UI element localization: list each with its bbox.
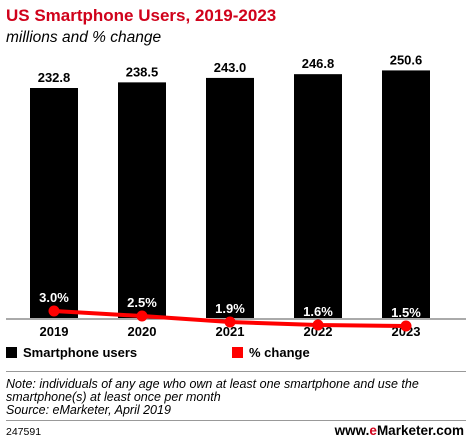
bar-value-label: 246.8 bbox=[302, 56, 335, 71]
footer-divider bbox=[6, 420, 466, 421]
bar bbox=[118, 82, 166, 318]
legend-item-smartphone-users: Smartphone users bbox=[6, 345, 137, 360]
bar-value-label: 238.5 bbox=[126, 64, 159, 79]
chart-title: US Smartphone Users, 2019-2023 bbox=[6, 6, 277, 25]
brand-logo: www.eMarketer.com bbox=[334, 423, 464, 438]
note-divider bbox=[6, 371, 466, 372]
bar bbox=[206, 77, 254, 318]
legend-label-percent-change: % change bbox=[249, 345, 310, 360]
x-tick-label: 2022 bbox=[304, 324, 333, 339]
legend-swatch-bar bbox=[6, 347, 17, 358]
x-tick-label: 2020 bbox=[128, 324, 157, 339]
percent-change-point bbox=[312, 319, 324, 331]
percent-change-label: 2.5% bbox=[127, 295, 157, 310]
percent-change-label: 1.6% bbox=[303, 304, 333, 319]
percent-change-point bbox=[136, 310, 148, 322]
bar bbox=[30, 88, 78, 318]
percent-change-point bbox=[400, 320, 412, 332]
percent-change-point bbox=[48, 305, 60, 317]
x-tick-label: 2021 bbox=[216, 324, 245, 339]
bar-value-label: 250.6 bbox=[390, 52, 423, 67]
legend-item-percent-change: % change bbox=[232, 345, 310, 360]
percent-change-point bbox=[224, 316, 236, 328]
chart-note: Note: individuals of any age who own at … bbox=[6, 378, 468, 417]
percent-change-label: 3.0% bbox=[39, 290, 69, 305]
bar-value-label: 243.0 bbox=[214, 60, 247, 75]
legend-label-smartphone-users: Smartphone users bbox=[23, 345, 138, 360]
percent-change-label: 1.9% bbox=[215, 301, 245, 316]
bar bbox=[382, 70, 430, 318]
percent-change-label: 1.5% bbox=[391, 305, 421, 320]
x-tick-label: 2019 bbox=[40, 324, 69, 339]
bar bbox=[294, 74, 342, 318]
note-text: Note: individuals of any age who own at … bbox=[6, 377, 419, 404]
chart-id: 247591 bbox=[6, 426, 42, 438]
chart-subtitle: millions and % change bbox=[6, 29, 162, 46]
legend-swatch-line bbox=[232, 347, 243, 358]
chart-plot: 232.8 238.5 243.0 246.8 250.6 2019 2020 2021 202… bbox=[6, 52, 466, 339]
bar-value-label: 232.8 bbox=[38, 70, 71, 85]
source-text: Source: eMarketer, April 2019 bbox=[6, 403, 171, 417]
